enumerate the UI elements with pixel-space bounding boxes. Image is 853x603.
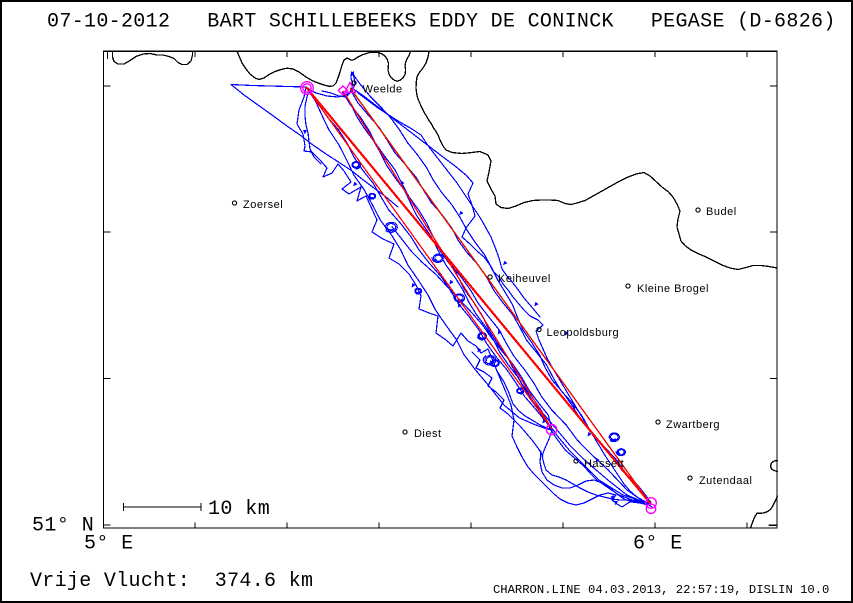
svg-text:Vrije Vlucht: 374.6 km: Vrije Vlucht: 374.6 km — [30, 570, 313, 593]
svg-text:Zoersel: Zoersel — [243, 199, 283, 211]
svg-text:Hasselt: Hasselt — [584, 458, 624, 470]
svg-text:07-10-2012 BART SCHILLEBEEKS: 07-10-2012 BART SCHILLEBEEKS EDDY DE CON… — [47, 10, 836, 33]
svg-text:Kleine Brogel: Kleine Brogel — [637, 283, 709, 295]
svg-text:10 km: 10 km — [208, 498, 270, 521]
svg-text:Weelde: Weelde — [363, 83, 403, 95]
svg-text:Budel: Budel — [706, 206, 737, 218]
svg-text:Keiheuvel: Keiheuvel — [498, 273, 551, 285]
svg-text:CHARRON.LINE 04.03.2013, 22:57: CHARRON.LINE 04.03.2013, 22:57:19, DISLI… — [493, 583, 829, 597]
svg-text:Zutendaal: Zutendaal — [699, 475, 752, 487]
svg-text:Leopoldsburg: Leopoldsburg — [546, 327, 619, 339]
svg-text:5° E: 5° E — [84, 532, 134, 555]
svg-text:6° E: 6° E — [633, 533, 683, 556]
svg-text:Zwartberg: Zwartberg — [666, 419, 720, 431]
svg-text:51° N: 51° N — [32, 514, 94, 537]
svg-text:Diest: Diest — [414, 428, 442, 440]
